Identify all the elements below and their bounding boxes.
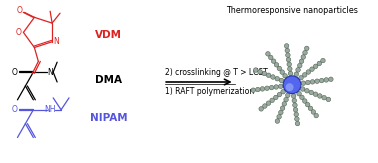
- Circle shape: [319, 78, 324, 83]
- Circle shape: [274, 95, 278, 100]
- Circle shape: [294, 117, 299, 121]
- Circle shape: [266, 73, 271, 78]
- Circle shape: [258, 70, 262, 74]
- Circle shape: [275, 76, 279, 81]
- Circle shape: [280, 70, 285, 74]
- Text: N: N: [53, 37, 59, 46]
- Circle shape: [286, 57, 291, 62]
- Circle shape: [291, 94, 296, 98]
- Circle shape: [326, 97, 331, 102]
- Circle shape: [318, 94, 322, 98]
- Text: Thermoresponsive nanoparticles: Thermoresponsive nanoparticles: [226, 6, 358, 15]
- Circle shape: [317, 61, 322, 66]
- Circle shape: [285, 93, 290, 97]
- Circle shape: [299, 59, 304, 64]
- Text: 2) crosslinking @ T > LCST: 2) crosslinking @ T > LCST: [165, 68, 268, 77]
- Circle shape: [311, 110, 316, 114]
- Circle shape: [271, 59, 276, 63]
- Circle shape: [288, 71, 293, 76]
- Circle shape: [294, 72, 299, 76]
- Circle shape: [296, 68, 301, 72]
- Circle shape: [279, 110, 283, 115]
- Circle shape: [322, 95, 326, 100]
- Circle shape: [300, 95, 304, 100]
- Circle shape: [279, 78, 284, 83]
- Circle shape: [277, 115, 281, 119]
- Circle shape: [292, 98, 297, 103]
- Circle shape: [301, 87, 305, 91]
- Circle shape: [297, 91, 301, 96]
- Text: O: O: [17, 6, 22, 15]
- Circle shape: [301, 81, 305, 85]
- Circle shape: [263, 104, 267, 108]
- Circle shape: [293, 103, 297, 107]
- Circle shape: [297, 63, 302, 68]
- Text: N: N: [47, 68, 53, 77]
- Circle shape: [286, 53, 290, 57]
- Circle shape: [302, 99, 307, 103]
- Circle shape: [293, 108, 298, 112]
- Circle shape: [328, 77, 333, 82]
- Circle shape: [299, 75, 303, 80]
- Circle shape: [271, 75, 275, 79]
- Circle shape: [283, 76, 301, 94]
- Circle shape: [305, 102, 310, 107]
- Circle shape: [274, 63, 279, 67]
- Circle shape: [301, 55, 305, 59]
- Circle shape: [315, 79, 319, 83]
- Circle shape: [284, 44, 289, 48]
- Circle shape: [310, 67, 314, 71]
- Circle shape: [302, 73, 307, 77]
- Circle shape: [265, 86, 269, 90]
- Circle shape: [306, 80, 310, 85]
- Circle shape: [285, 48, 290, 53]
- Circle shape: [295, 121, 300, 126]
- Circle shape: [281, 89, 285, 94]
- Text: DMA: DMA: [95, 75, 122, 85]
- Text: O: O: [12, 105, 17, 114]
- Circle shape: [309, 90, 313, 95]
- Circle shape: [270, 85, 274, 90]
- Text: NH: NH: [45, 105, 56, 114]
- Text: 1) RAFT polymerization: 1) RAFT polymerization: [165, 87, 254, 96]
- Circle shape: [259, 107, 263, 111]
- Circle shape: [279, 84, 283, 89]
- Text: VDM: VDM: [95, 30, 122, 40]
- Circle shape: [254, 68, 258, 72]
- Circle shape: [270, 98, 274, 103]
- Circle shape: [251, 88, 256, 92]
- Circle shape: [266, 101, 271, 105]
- Circle shape: [266, 52, 270, 56]
- Circle shape: [284, 97, 288, 102]
- Text: NIPAM: NIPAM: [90, 113, 127, 123]
- Circle shape: [275, 119, 280, 123]
- Circle shape: [288, 67, 292, 71]
- Circle shape: [287, 62, 291, 67]
- Circle shape: [274, 85, 279, 89]
- Circle shape: [313, 92, 318, 96]
- Circle shape: [324, 78, 328, 82]
- Circle shape: [282, 102, 287, 106]
- Circle shape: [310, 80, 315, 84]
- Circle shape: [277, 66, 282, 71]
- Circle shape: [306, 70, 311, 74]
- Circle shape: [294, 112, 299, 117]
- Circle shape: [321, 58, 325, 63]
- Circle shape: [256, 87, 260, 92]
- Circle shape: [280, 106, 285, 111]
- Circle shape: [314, 113, 318, 118]
- Circle shape: [283, 74, 287, 78]
- Circle shape: [260, 87, 265, 91]
- Text: O: O: [15, 28, 22, 37]
- Circle shape: [305, 89, 309, 93]
- Circle shape: [305, 46, 309, 51]
- Circle shape: [285, 83, 294, 91]
- Circle shape: [303, 50, 307, 55]
- Circle shape: [268, 55, 273, 60]
- Circle shape: [308, 106, 313, 111]
- Circle shape: [277, 92, 282, 97]
- Text: O: O: [12, 68, 17, 77]
- Circle shape: [262, 71, 266, 76]
- Circle shape: [313, 64, 318, 69]
